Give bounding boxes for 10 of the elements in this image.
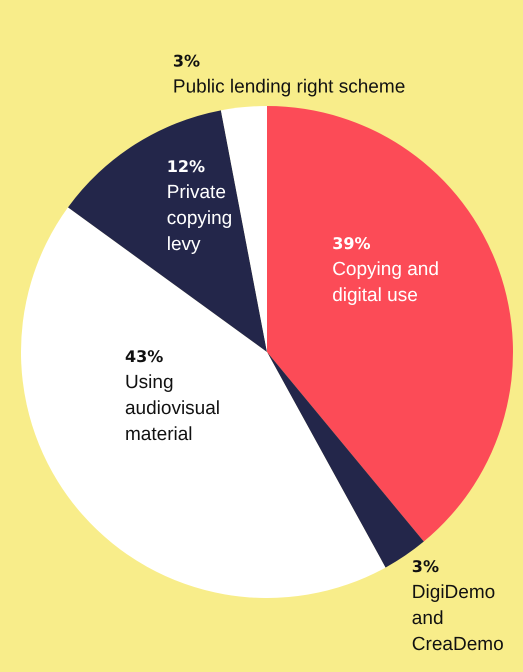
slice-label: Public lending right scheme [172,76,406,98]
slice-label: DigiDemo and CreaDemo [412,582,504,656]
slice-label: Copying and digital use [332,258,439,306]
slice-label: Using audiovisual material [124,372,220,445]
data-label: 43% [124,346,164,366]
data-label: 39% [332,234,371,253]
data-label: 12% [166,157,206,176]
data-label: 3% [172,52,200,70]
slice-label: Private copying levy [166,182,232,256]
data-label: 3% [412,557,439,576]
